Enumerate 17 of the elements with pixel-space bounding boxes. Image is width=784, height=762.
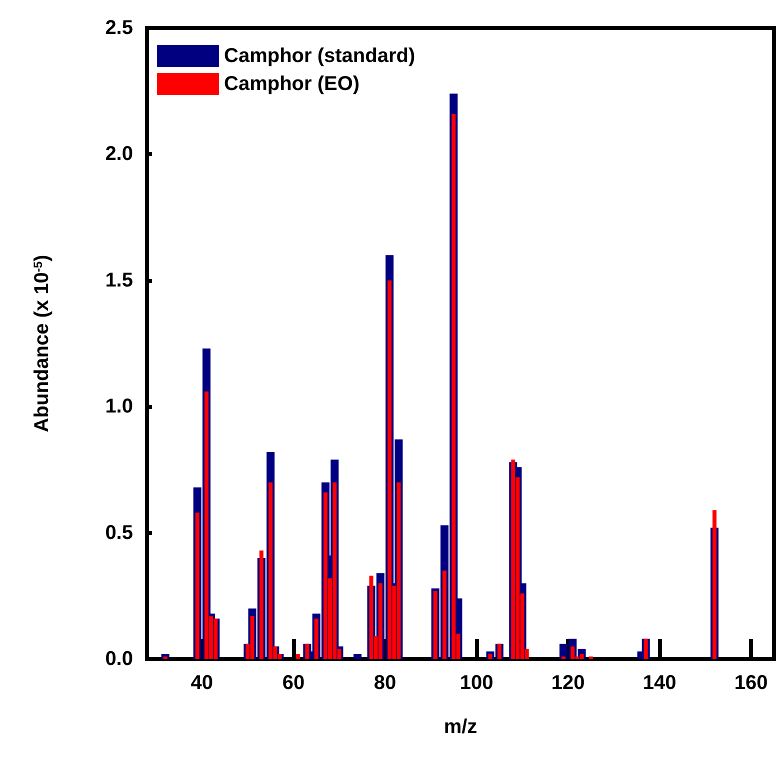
- y-axis-title: Abundance (x 10-5): [31, 254, 53, 432]
- y-tick-label: 0.0: [105, 648, 133, 670]
- y-tick-label: 2.0: [105, 143, 133, 166]
- x-tick-label: 60: [282, 672, 305, 694]
- y-tick-label: 1.5: [105, 269, 133, 292]
- x-tick-label: 140: [642, 672, 676, 694]
- x-axis-title: m/z: [444, 716, 478, 738]
- y-tick-label: 1.0: [105, 396, 133, 418]
- y-tick-label: 2.5: [105, 17, 133, 39]
- x-tick-label: 80: [374, 672, 396, 694]
- x-tick-label: 120: [551, 672, 585, 694]
- y-tick-label: 0.5: [105, 522, 133, 544]
- legend-label: Camphor (standard): [224, 45, 416, 67]
- legend-label: Camphor (EO): [224, 73, 360, 95]
- x-tick-label: 100: [460, 672, 494, 694]
- x-tick-label: 40: [190, 672, 214, 694]
- x-tick-label: 160: [734, 672, 768, 694]
